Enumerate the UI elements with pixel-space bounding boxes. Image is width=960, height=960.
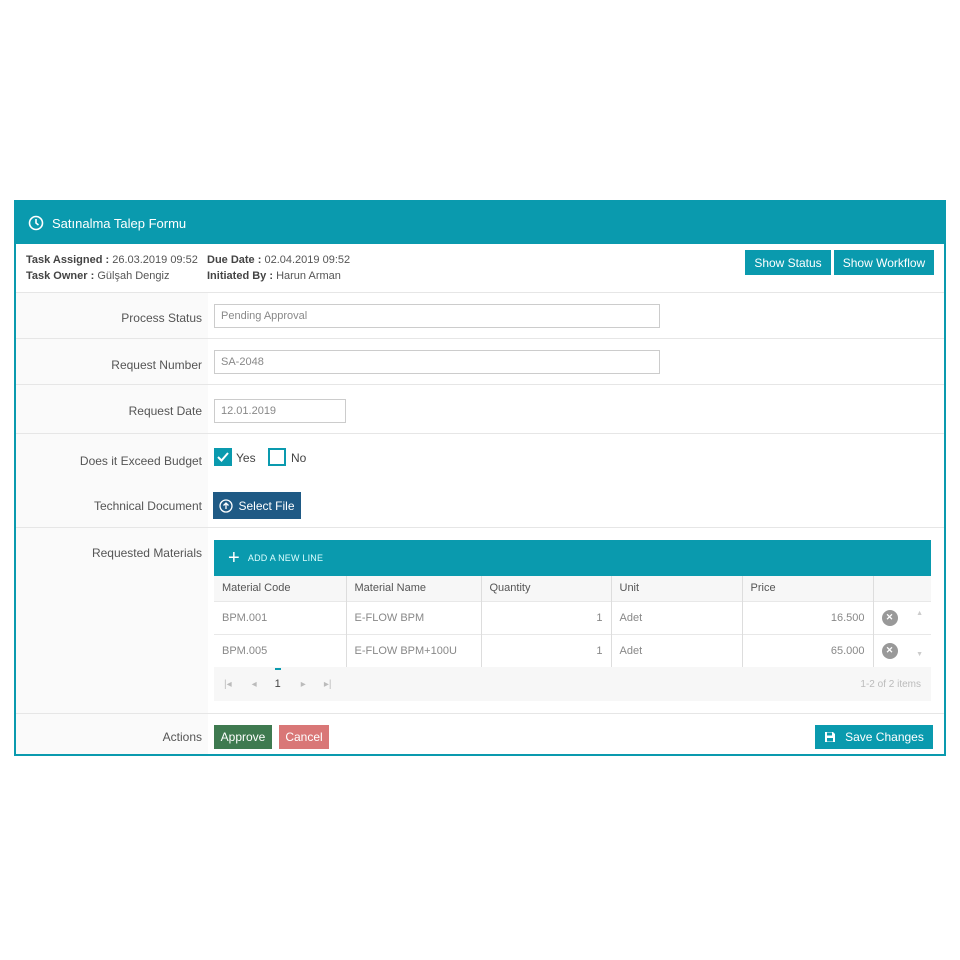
- select-file-button[interactable]: Select File: [213, 492, 301, 519]
- row-actions: Actions Approve Cancel Save Changes: [16, 713, 944, 756]
- form-header: Satınalma Talep Formu: [16, 202, 944, 244]
- col-actions: [872, 576, 931, 601]
- yes-checkbox[interactable]: [214, 448, 232, 466]
- label-column: [16, 292, 208, 754]
- last-page-icon[interactable]: ▸|: [323, 678, 332, 690]
- show-workflow-button[interactable]: Show Workflow: [834, 250, 934, 275]
- scroll-up-icon[interactable]: ▲: [916, 609, 923, 617]
- no-label: No: [291, 451, 307, 465]
- approve-button[interactable]: Approve: [214, 725, 272, 749]
- yes-label: Yes: [236, 451, 256, 465]
- cell-code[interactable]: BPM.001: [214, 600, 346, 634]
- save-icon: [825, 732, 836, 742]
- requested-materials-label: Requested Materials: [91, 546, 202, 560]
- due-date-label: Due Date :: [207, 254, 262, 266]
- task-assigned-value: 26.03.2019 09:52: [112, 254, 198, 266]
- row-budget-document: Does it Exceed Budget Yes No Technical D…: [16, 433, 944, 527]
- col-unit[interactable]: Unit: [610, 576, 742, 601]
- select-file-label: Select File: [238, 498, 295, 513]
- remove-row-icon[interactable]: ✕: [881, 642, 898, 659]
- show-status-button[interactable]: Show Status: [745, 250, 831, 275]
- save-changes-label: Save Changes: [845, 730, 924, 744]
- current-page[interactable]: 1: [274, 668, 281, 690]
- process-status-label: Process Status: [121, 311, 202, 325]
- request-number-field[interactable]: SA-2048: [214, 350, 660, 374]
- task-assigned-label: Task Assigned :: [26, 254, 110, 266]
- save-changes-button[interactable]: Save Changes: [815, 725, 933, 749]
- task-owner-value: Gülşah Dengiz: [97, 270, 170, 282]
- task-form-card: Satınalma Talep Formu Task Assigned : 26…: [14, 200, 946, 756]
- col-material-name[interactable]: Material Name: [345, 576, 481, 601]
- col-quantity[interactable]: Quantity: [480, 576, 611, 601]
- row-process-status: Process Status Pending Approval: [16, 292, 944, 338]
- table-row[interactable]: BPM.001 E-FLOW BPM 1 Adet 16.500 ✕ ▲: [214, 600, 931, 634]
- form-title: Satınalma Talep Formu: [52, 215, 187, 231]
- materials-grid: + ADD A NEW LINE Material Code Material …: [214, 540, 931, 704]
- pager-summary: 1-2 of 2 items: [860, 678, 921, 690]
- cancel-button[interactable]: Cancel: [279, 725, 329, 749]
- request-date-label: Request Date: [128, 404, 202, 418]
- cell-name[interactable]: E-FLOW BPM: [345, 600, 481, 634]
- add-line-button[interactable]: + ADD A NEW LINE: [214, 540, 931, 576]
- table-header: Material Code Material Name Quantity Uni…: [214, 576, 931, 601]
- initiated-by-label: Initiated By :: [207, 270, 274, 282]
- pager: |◂ ◂ 1 ▸ ▸| 1-2 of 2 items: [214, 667, 931, 701]
- row-request-date: Request Date 12.01.2019: [16, 384, 944, 433]
- plus-icon: +: [228, 546, 240, 569]
- cell-name[interactable]: E-FLOW BPM+100U: [345, 633, 481, 667]
- budget-label: Does it Exceed Budget: [79, 454, 202, 468]
- clock-icon: [28, 215, 44, 231]
- table-row[interactable]: BPM.005 E-FLOW BPM+100U 1 Adet 65.000 ✕ ▼: [214, 633, 931, 667]
- cell-unit[interactable]: Adet: [610, 633, 742, 667]
- task-info-left: Task Assigned : 26.03.2019 09:52 Task Ow…: [26, 252, 198, 284]
- task-info-right: Due Date : 02.04.2019 09:52 Initiated By…: [207, 252, 350, 284]
- prev-page-icon[interactable]: ◂: [251, 678, 257, 690]
- no-checkbox[interactable]: [268, 448, 286, 466]
- row-requested-materials: Requested Materials: [16, 527, 944, 713]
- cell-code[interactable]: BPM.005: [214, 633, 346, 667]
- actions-label: Actions: [162, 730, 202, 744]
- col-price[interactable]: Price: [741, 576, 873, 601]
- col-material-code[interactable]: Material Code: [214, 576, 346, 601]
- cell-unit[interactable]: Adet: [610, 600, 742, 634]
- add-line-label: ADD A NEW LINE: [247, 553, 324, 563]
- materials-table: Material Code Material Name Quantity Uni…: [214, 576, 931, 667]
- cell-price[interactable]: 65.000: [741, 633, 873, 667]
- next-page-icon[interactable]: ▸: [300, 678, 306, 690]
- task-owner-label: Task Owner :: [26, 270, 95, 282]
- scroll-down-icon[interactable]: ▼: [916, 650, 923, 658]
- remove-row-icon[interactable]: ✕: [881, 609, 898, 626]
- upload-icon: [219, 498, 234, 513]
- technical-document-label: Technical Document: [93, 499, 202, 513]
- cell-price[interactable]: 16.500: [741, 600, 873, 634]
- due-date-value: 02.04.2019 09:52: [264, 254, 351, 266]
- check-icon: [217, 452, 229, 462]
- cell-quantity[interactable]: 1: [480, 600, 611, 634]
- cell-quantity[interactable]: 1: [480, 633, 611, 667]
- request-date-field[interactable]: 12.01.2019: [214, 399, 346, 423]
- first-page-icon[interactable]: |◂: [224, 678, 232, 690]
- initiated-by-value: Harun Arman: [276, 270, 341, 282]
- process-status-field[interactable]: Pending Approval: [214, 304, 660, 328]
- row-request-number: Request Number SA-2048: [16, 338, 944, 384]
- request-number-label: Request Number: [111, 358, 202, 372]
